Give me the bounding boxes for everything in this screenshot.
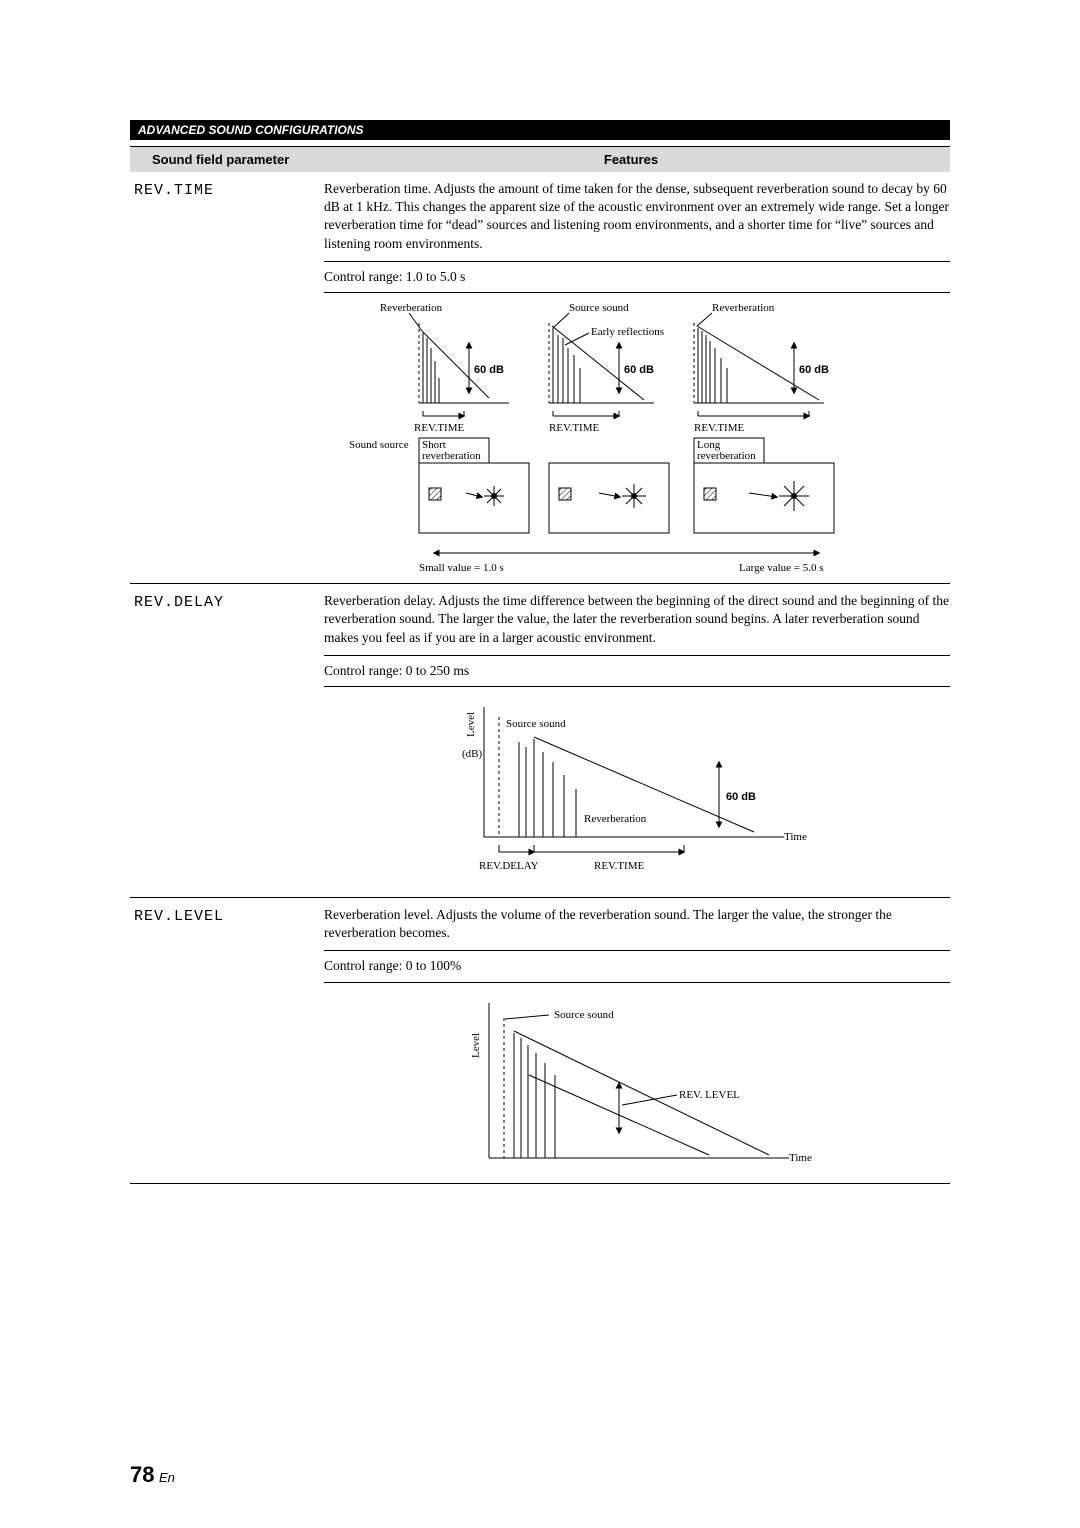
label-60db-c: 60 dB (799, 364, 829, 376)
label-db: (dB) (462, 748, 483, 760)
diagram-revdelay: Level (dB) Source sound (324, 697, 944, 897)
param-range-revlevel: Control range: 0 to 100% (324, 950, 950, 982)
label-revtime-b: REV.TIME (549, 422, 599, 434)
label-revlevel-3: REV. LEVEL (679, 1089, 740, 1101)
label-level-1: Level (465, 712, 477, 737)
diagram-revtime: 60 dB REV.TIME Reverberation (324, 303, 944, 583)
param-row-revlevel: REV.LEVEL Reverberation level. Adjusts t… (130, 898, 950, 1184)
label-60db-2: 60 dB (726, 791, 756, 803)
param-range-revdelay: Control range: 0 to 250 ms (324, 655, 950, 687)
label-revdelay-2: REV.DELAY (479, 860, 539, 872)
header-features: Features (352, 152, 950, 167)
label-reverb-2: Reverberation (584, 813, 647, 825)
label-early-refl: Early reflections (591, 326, 664, 338)
label-reverb-a: Reverberation (380, 303, 443, 314)
header-param: Sound field parameter (130, 152, 352, 167)
param-row-revdelay: REV.DELAY Reverberation delay. Adjusts t… (130, 584, 950, 898)
label-small-value: Small value = 1.0 s (419, 562, 504, 574)
label-60db-b: 60 dB (624, 364, 654, 376)
table-header: Sound field parameter Features (130, 146, 950, 172)
param-desc-revtime: Reverberation time. Adjusts the amount o… (324, 180, 950, 253)
param-name-revlevel: REV.LEVEL (130, 906, 324, 1183)
page-number: 78 (130, 1462, 154, 1487)
label-source-sound-b: Source sound (569, 303, 629, 314)
label-sound-source: Sound source (349, 439, 409, 451)
label-source-sound-3: Source sound (554, 1009, 614, 1021)
label-level-3: Level (470, 1033, 482, 1058)
section-title: ADVANCED SOUND CONFIGURATIONS (130, 120, 950, 140)
label-short-2: reverberation (422, 450, 481, 462)
label-time-2: Time (784, 831, 807, 843)
param-name-revtime: REV.TIME (130, 180, 324, 583)
label-revtime-c: REV.TIME (694, 422, 744, 434)
label-revtime-2: REV.TIME (594, 860, 644, 872)
page-lang: En (159, 1470, 175, 1485)
page-footer: 78 En (130, 1462, 175, 1488)
label-revtime-a: REV.TIME (414, 422, 464, 434)
label-60db-a: 60 dB (474, 364, 504, 376)
label-long-2: reverberation (697, 450, 756, 462)
label-large-value: Large value = 5.0 s (739, 562, 824, 574)
diagram-revlevel: Level Source sound (324, 993, 944, 1183)
param-name-revdelay: REV.DELAY (130, 592, 324, 897)
label-source-sound-2: Source sound (506, 718, 566, 730)
label-time-3: Time (789, 1152, 812, 1164)
param-range-revtime: Control range: 1.0 to 5.0 s (324, 261, 950, 293)
label-reverb-c: Reverberation (712, 303, 775, 314)
param-desc-revlevel: Reverberation level. Adjusts the volume … (324, 906, 950, 942)
param-desc-revdelay: Reverberation delay. Adjusts the time di… (324, 592, 950, 647)
param-row-revtime: REV.TIME Reverberation time. Adjusts the… (130, 172, 950, 584)
